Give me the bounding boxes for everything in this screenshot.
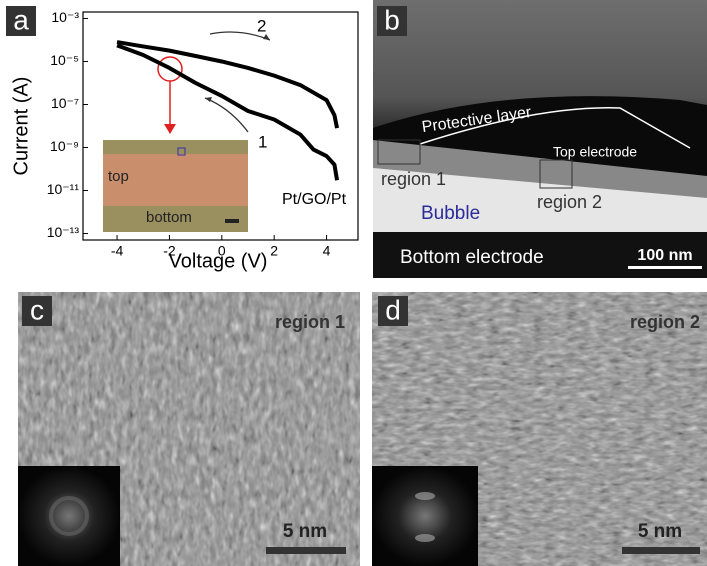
fft-spot	[415, 534, 435, 542]
panel-label: a	[13, 4, 29, 35]
fft-spot	[415, 492, 435, 500]
y-tick-label: 10⁻¹³	[47, 224, 80, 240]
x-tick-label: 0	[218, 243, 226, 259]
annotation: 2	[257, 16, 266, 35]
annotation: Pt/GO/Pt	[282, 191, 347, 208]
fft-inset	[18, 466, 120, 566]
figure: a top bottom 2 1 Pt/GO/Pt Voltage (V) Cu…	[0, 0, 707, 566]
panel-label: c	[30, 294, 44, 325]
panel-c: c region 1 5 nm	[18, 292, 360, 566]
iv-curve	[117, 42, 337, 128]
panel-a: a top bottom 2 1 Pt/GO/Pt Voltage (V) Cu…	[6, 4, 358, 272]
inset-label: top	[108, 168, 129, 185]
y-tick-label: 10⁻⁷	[51, 95, 79, 111]
inset-label: bottom	[146, 209, 192, 226]
scale-bar-label: 5 nm	[638, 521, 682, 542]
region-label: region 2	[630, 312, 700, 332]
fft-inset	[372, 466, 478, 566]
sweep-arrow	[205, 98, 248, 132]
x-tick-label: 2	[270, 243, 278, 259]
scale-bar-label: 100 nm	[637, 247, 692, 264]
panel-b: b Protective layer Top electrode region …	[373, 0, 707, 278]
panel-d: d region 2 5 nm	[372, 292, 707, 566]
panel-label: d	[385, 294, 401, 325]
label: region 2	[537, 192, 602, 212]
panel-label: b	[384, 4, 400, 35]
x-tick-label: -4	[111, 243, 124, 259]
arrow-head	[164, 124, 176, 134]
label: Top electrode	[553, 144, 637, 160]
y-tick-label: 10⁻⁵	[50, 52, 79, 68]
label: Bottom electrode	[400, 247, 544, 268]
y-tick-label: 10⁻³	[51, 9, 79, 25]
inset-electrode	[103, 140, 248, 154]
annotation: 1	[258, 132, 267, 151]
scale-bar	[266, 547, 346, 554]
scale-bar	[628, 266, 702, 269]
x-tick-label: -2	[163, 243, 176, 259]
inset-scale-bar	[225, 219, 239, 223]
label: region 1	[381, 169, 446, 189]
label: Bubble	[421, 203, 480, 224]
scale-bar	[622, 547, 700, 554]
x-tick-label: 4	[323, 243, 331, 259]
y-tick-label: 10⁻⁹	[50, 138, 79, 154]
region-label: region 1	[275, 312, 345, 332]
scale-bar-label: 5 nm	[283, 521, 327, 542]
y-tick-label: 10⁻¹¹	[47, 181, 80, 197]
y-axis-label: Current (A)	[10, 77, 32, 176]
